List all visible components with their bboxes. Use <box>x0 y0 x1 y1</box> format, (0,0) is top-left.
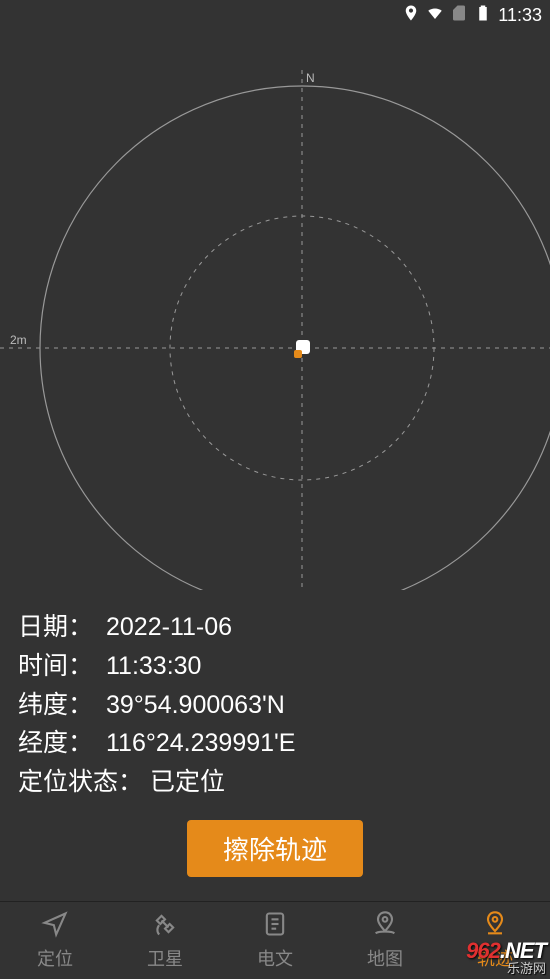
position-marker <box>294 340 310 358</box>
status-label: 定位状态： <box>18 763 150 802</box>
track-chart: N 2m <box>0 30 550 590</box>
time-label: 时间： <box>18 647 106 686</box>
statusbar-time: 11:33 <box>498 5 542 26</box>
time-value: 11:33:30 <box>106 647 201 686</box>
date-value: 2022-11-06 <box>106 608 232 647</box>
scale-label: 2m <box>10 333 27 347</box>
tab-map-label: 地图 <box>367 945 403 971</box>
lat-value: 39°54.900063'N <box>106 686 285 725</box>
status-bar: 11:33 <box>0 0 550 30</box>
battery-icon <box>474 4 492 27</box>
wifi-icon <box>426 4 444 27</box>
info-status: 定位状态： 已定位 <box>18 763 532 802</box>
info-date: 日期： 2022-11-06 <box>18 608 532 647</box>
tab-map[interactable]: 地图 <box>330 910 440 971</box>
info-lat: 纬度： 39°54.900063'N <box>18 686 532 725</box>
tab-message[interactable]: 电文 <box>220 910 330 971</box>
status-value: 已定位 <box>150 763 225 802</box>
tab-message-label: 电文 <box>257 945 293 971</box>
document-icon <box>261 910 289 943</box>
date-label: 日期： <box>18 608 106 647</box>
tab-locate[interactable]: 定位 <box>0 910 110 971</box>
location-icon <box>402 4 420 27</box>
tab-satellite[interactable]: 卫星 <box>110 910 220 971</box>
info-panel: 日期： 2022-11-06 时间： 11:33:30 纬度： 39°54.90… <box>0 590 550 802</box>
navigate-icon <box>41 910 69 943</box>
lon-value: 116°24.239991'E <box>106 724 295 763</box>
watermark-brand-1: 962 <box>466 938 500 963</box>
sim-icon <box>450 4 468 27</box>
lon-label: 经度： <box>18 724 106 763</box>
tab-locate-label: 定位 <box>37 945 73 971</box>
satellite-icon <box>151 910 179 943</box>
watermark-brand-2: .NET <box>500 938 546 963</box>
info-lon: 经度： 116°24.239991'E <box>18 724 532 763</box>
map-pin-icon <box>371 910 399 943</box>
clear-track-button[interactable]: 擦除轨迹 <box>187 820 363 877</box>
watermark-sub: 乐游网 <box>466 962 546 975</box>
info-time: 时间： 11:33:30 <box>18 647 532 686</box>
watermark: 962.NET 乐游网 <box>466 940 546 975</box>
north-label: N <box>306 71 315 85</box>
lat-label: 纬度： <box>18 686 106 725</box>
tab-satellite-label: 卫星 <box>147 945 183 971</box>
